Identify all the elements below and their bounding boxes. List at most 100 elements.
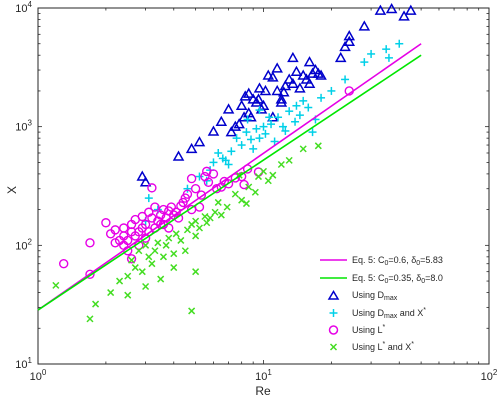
legend-text: =8.0 xyxy=(425,273,443,283)
series-layer xyxy=(37,3,422,323)
data-point-x xyxy=(188,307,196,315)
data-point-triangle xyxy=(239,90,252,101)
legend-subscript: 0 xyxy=(421,278,425,285)
data-point-circle xyxy=(171,207,181,217)
data-point-x xyxy=(145,253,153,261)
data-point-x xyxy=(162,241,170,249)
legend-subscript: max xyxy=(384,295,398,302)
data-point-plus xyxy=(360,58,369,67)
data-point-x xyxy=(148,260,156,268)
data-point-plus xyxy=(237,141,246,150)
data-point-x xyxy=(259,167,268,175)
data-point-circle xyxy=(101,218,111,228)
data-point-x xyxy=(172,230,180,238)
data-point-x xyxy=(192,232,200,240)
x-axis-label: Re xyxy=(255,384,271,398)
data-point-circle xyxy=(202,166,212,177)
data-point-x xyxy=(154,239,162,247)
data-point-x xyxy=(277,160,285,169)
legend-label-using-dmax-and-xstar: Using Dmax and X* xyxy=(352,307,426,320)
legend: Eq. 5: C0=0.6, δ0=5.83 Eq. 5: C0=0.35, δ… xyxy=(318,248,482,358)
data-point-x xyxy=(238,196,246,204)
data-point-x xyxy=(183,226,191,234)
data-point-triangle xyxy=(185,142,198,154)
data-point-plus xyxy=(270,137,279,146)
data-point-plus xyxy=(285,107,294,116)
data-point-triangle xyxy=(259,84,272,96)
legend-text: and X xyxy=(397,308,423,318)
data-point-circle xyxy=(119,223,129,233)
data-point-plus xyxy=(317,93,326,102)
legend-subscript: 0 xyxy=(385,278,389,285)
data-point-circle xyxy=(239,179,249,190)
data-point-triangle xyxy=(222,103,235,114)
legend-superscript: * xyxy=(423,307,426,314)
data-point-plus xyxy=(249,144,258,153)
data-point-circle xyxy=(203,177,214,187)
data-point-x xyxy=(192,268,200,276)
data-point-x xyxy=(159,253,167,261)
data-point-plus xyxy=(195,172,204,181)
data-point-x xyxy=(285,156,293,164)
data-point-circle xyxy=(150,202,160,212)
model-line-1 xyxy=(37,43,422,311)
data-point-triangle xyxy=(374,4,387,15)
data-point-plus xyxy=(218,154,227,163)
legend-label-using-lstar: Using L* xyxy=(352,324,386,335)
data-point-plus xyxy=(367,49,376,58)
y-tick-label: 103 xyxy=(15,119,32,134)
data-point-plus xyxy=(227,147,236,156)
data-point-triangle xyxy=(339,40,351,52)
data-point-circle xyxy=(190,184,201,194)
data-point-x xyxy=(245,183,253,191)
data-point-triangle xyxy=(252,93,265,104)
data-point-plus xyxy=(214,148,223,157)
legend-circle-marker xyxy=(328,325,339,335)
data-point-triangle xyxy=(343,30,356,41)
data-point-triangle xyxy=(267,71,279,82)
data-point-x xyxy=(254,173,263,181)
y-tick-label: 101 xyxy=(15,356,32,371)
data-point-x xyxy=(157,275,165,283)
data-point-x xyxy=(214,198,222,206)
data-point-circle xyxy=(123,235,133,246)
data-point-plus xyxy=(295,111,304,120)
y-tick-label: 104 xyxy=(15,0,32,15)
series-group xyxy=(136,3,417,187)
data-point-triangle xyxy=(287,77,299,88)
data-point-circle xyxy=(110,225,120,235)
data-point-triangle xyxy=(303,56,316,67)
data-point-triangle xyxy=(300,73,313,84)
legend-subscript: max xyxy=(384,313,398,320)
data-point-triangle xyxy=(405,4,417,15)
data-point-circle xyxy=(137,211,147,222)
data-point-x xyxy=(201,212,209,221)
y-axis-label: X xyxy=(5,186,19,194)
data-point-plus xyxy=(341,75,350,84)
legend-subscript: 0 xyxy=(385,260,389,267)
data-point-circle xyxy=(155,210,166,220)
data-point-triangle xyxy=(283,73,295,84)
data-point-x xyxy=(177,236,185,244)
legend-superscript: * xyxy=(383,341,386,348)
data-point-x xyxy=(124,272,132,280)
data-point-triangle xyxy=(334,51,347,63)
data-point-x xyxy=(192,217,200,225)
data-point-circle xyxy=(186,173,197,184)
data-point-triangle xyxy=(290,65,303,77)
data-point-x xyxy=(231,190,239,198)
data-point-triangle xyxy=(312,67,325,78)
data-point-x xyxy=(142,282,150,291)
data-point-plus xyxy=(265,113,274,122)
data-point-plus xyxy=(291,117,300,126)
data-point-triangle xyxy=(358,20,371,31)
y-tick-label: 102 xyxy=(15,237,32,252)
data-point-triangle xyxy=(215,115,228,127)
data-point-triangle xyxy=(235,99,248,111)
data-point-plus xyxy=(209,158,218,167)
data-point-triangle xyxy=(315,69,327,80)
data-point-triangle xyxy=(271,62,283,73)
data-point-x xyxy=(314,142,322,150)
data-point-circle xyxy=(196,190,207,200)
